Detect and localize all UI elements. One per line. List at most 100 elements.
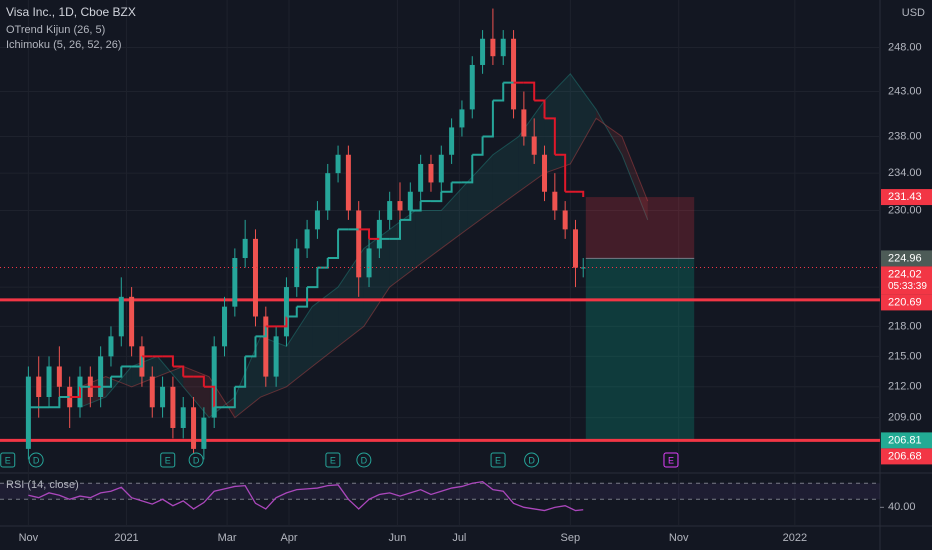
event-icon (356, 452, 372, 468)
candle-body (252, 238, 258, 317)
x-tick-label: Sep (561, 532, 581, 544)
kijun-segment (482, 100, 494, 138)
x-tick-label: Nov (669, 532, 689, 544)
price-label: 206.68 (888, 450, 922, 462)
kijun-segment (492, 82, 505, 102)
candle-body (407, 191, 413, 211)
event-icon (160, 452, 176, 468)
candle-body (356, 210, 362, 278)
y-tick-label: 218.00 (888, 320, 922, 332)
price-label-box (881, 448, 932, 465)
candle-body (387, 201, 393, 220)
cloud-segment (596, 109, 622, 155)
candle-body (273, 336, 279, 377)
event-label: E (668, 455, 674, 465)
candle-body (118, 296, 124, 337)
candle-body (449, 127, 455, 155)
kijun-layer (28, 81, 585, 409)
candle-body (325, 173, 331, 211)
kijun-segment (554, 153, 567, 192)
candle-body (160, 386, 166, 408)
y-tick-label: 238.00 (888, 130, 922, 142)
kijun-segment (523, 81, 536, 101)
candle-body (366, 248, 372, 278)
kijun-segment (327, 229, 340, 260)
cloud-segment (492, 136, 519, 211)
event-label: E (5, 455, 11, 465)
kijun-segment (162, 355, 174, 367)
kijun-segment (100, 376, 112, 388)
candle-body (222, 306, 228, 347)
event-icon (28, 452, 44, 468)
candle-body (511, 38, 517, 110)
candle-body (304, 229, 310, 249)
price-label-box (881, 189, 932, 206)
event-label: E (495, 455, 501, 465)
pos-layer (585, 197, 695, 441)
price-label: 220.69 (888, 296, 922, 308)
price-label-box (881, 294, 932, 311)
candle-body (129, 296, 135, 347)
kijun-segment (131, 356, 143, 368)
event-icon (188, 452, 204, 468)
lines-layer (0, 298, 880, 442)
candle-body (263, 316, 269, 377)
cloud-segment (312, 287, 339, 367)
kijun-segment (430, 191, 443, 203)
candle-body (232, 258, 238, 307)
price-label: 224.96 (888, 252, 922, 264)
candle-body (46, 366, 52, 398)
candle-body (397, 201, 403, 211)
cloud-span-a (79, 73, 649, 419)
event-label: D (193, 455, 200, 465)
cloud-segment (518, 100, 545, 192)
price-label-box (881, 250, 932, 267)
candle-body (542, 154, 548, 192)
cloud-segment (570, 73, 597, 164)
y-tick-label: 248.00 (888, 41, 922, 53)
candle-body (490, 38, 496, 57)
kijun-segment (461, 154, 474, 184)
rsi-line (28, 480, 584, 512)
event-label: D (528, 455, 535, 465)
x-tick-label: Nov (19, 532, 39, 544)
indicator-label: Ichimoku (5, 26, 52, 26) (6, 39, 122, 51)
event-label: E (165, 455, 171, 465)
kijun-segment (110, 366, 123, 378)
kijun-segment (276, 316, 288, 328)
candle-body (36, 376, 42, 398)
x-tick-label: 2022 (783, 532, 807, 544)
candle-body (201, 417, 207, 449)
price-label-box (881, 266, 932, 295)
candle-body (108, 336, 114, 357)
candle-body (314, 210, 320, 230)
cloud-segment (105, 366, 132, 398)
position-reward (585, 258, 695, 441)
candle-body (191, 407, 197, 449)
currency: USD (902, 7, 925, 19)
price-label: 224.02 (888, 268, 922, 280)
x-tick-label: Mar (218, 532, 237, 544)
kijun-segment (49, 397, 61, 409)
kijun-segment (472, 136, 484, 156)
price-label: 206.81 (888, 434, 922, 446)
candle-body (428, 163, 434, 183)
candle-body (480, 38, 486, 65)
kijun-segment (255, 326, 267, 338)
cloud-segment (131, 356, 158, 387)
cloud-segment (157, 356, 184, 387)
kijun-segment (234, 356, 247, 388)
position-risk (585, 197, 695, 259)
event-label: E (330, 455, 336, 465)
candle-body (345, 154, 351, 211)
cloud-segment (467, 154, 493, 230)
y-tick-label: 230.00 (888, 204, 922, 216)
candle-body (56, 366, 62, 387)
candle-body (500, 38, 506, 57)
kijun-segment (193, 375, 205, 387)
kijun-segment (224, 386, 236, 409)
price-label: 231.43 (888, 191, 922, 203)
kijun-segment (296, 287, 309, 308)
